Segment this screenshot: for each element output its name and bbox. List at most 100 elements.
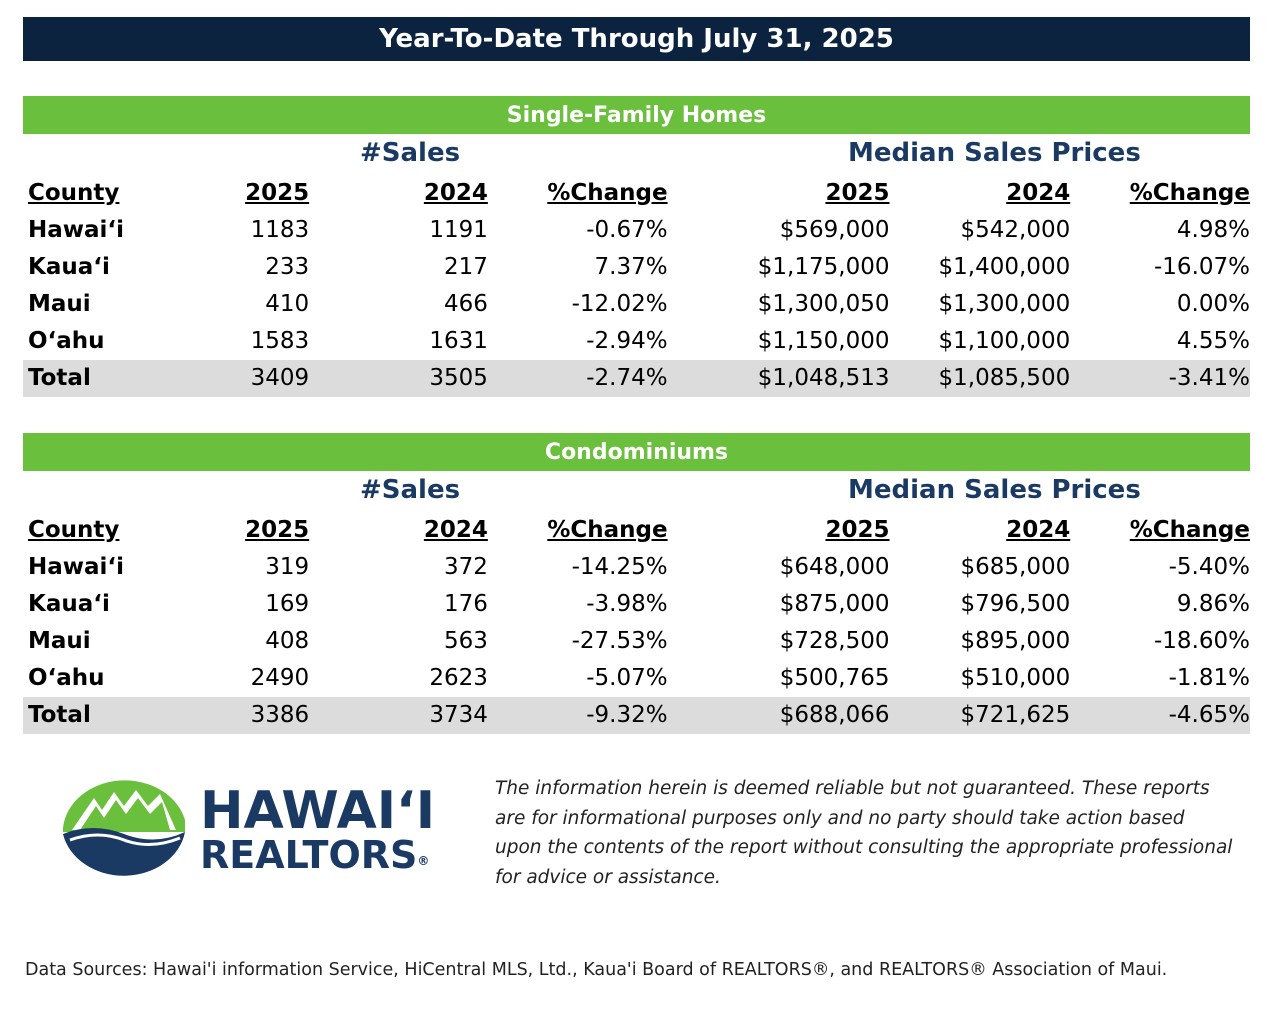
cell-value: 3386 xyxy=(208,697,310,734)
cell-value: -2.74% xyxy=(487,360,668,397)
cell-value: $569,000 xyxy=(779,217,890,243)
sales-group-label: #Sales xyxy=(360,138,461,168)
header-row: County 2025 2024 %Change 2025 2024 %Change xyxy=(23,511,1250,549)
row-label: Maui xyxy=(28,291,91,317)
cell-value: -9.32% xyxy=(487,697,668,734)
cell-value: 2024 xyxy=(1006,516,1071,543)
cell-value: -4.65% xyxy=(1070,697,1250,734)
cell-value: $1,048,513 xyxy=(667,360,890,397)
section-title: Condominiums xyxy=(23,433,1250,471)
row-label: Total xyxy=(23,697,209,734)
cell-value: -14.25% xyxy=(571,554,668,580)
page-title: Year-To-Date Through July 31, 2025 xyxy=(23,17,1250,61)
total-row: Total 3409 3505 -2.74% $1,048,513 $1,085,500-… xyxy=(23,360,1250,397)
section-title: Single-Family Homes xyxy=(23,96,1250,134)
table-row: Hawai‘i 319 372 -14.25% $648,000 $685,000 -5.4… xyxy=(23,549,1250,586)
cell-value: 2623 xyxy=(429,665,488,691)
logo-mark-icon xyxy=(63,780,185,876)
cell-value: $500,765 xyxy=(779,665,890,691)
cell-value: $1,300,050 xyxy=(757,291,890,317)
cell-value: -3.41% xyxy=(1070,360,1250,397)
cell-value: 319 xyxy=(265,554,310,580)
cell-value: 2024 xyxy=(423,179,488,206)
cell-value: 1191 xyxy=(429,217,488,243)
cell-value: -2.94% xyxy=(586,328,668,354)
row-label: Kaua‘i xyxy=(28,591,110,617)
cell-value: 7.37% xyxy=(594,254,668,280)
cell-value: 2025 xyxy=(825,179,890,206)
cell-value: 169 xyxy=(265,591,310,617)
cell-value: %Change xyxy=(547,516,668,543)
cell-value: -1.81% xyxy=(1168,665,1250,691)
cell-value: -5.07% xyxy=(586,665,668,691)
row-label: O‘ahu xyxy=(28,665,105,691)
prices-group-label: Median Sales Prices xyxy=(848,475,1141,505)
condominiums-section: Condominiums #Sales Median Sales Prices … xyxy=(23,433,1250,734)
logo-line2: REALTORS® xyxy=(200,833,430,877)
cell-value: 3505 xyxy=(309,360,488,397)
cell-value: 372 xyxy=(443,554,488,580)
cell-value: -0.67% xyxy=(586,217,668,243)
disclaimer-text: The information herein is deemed reliabl… xyxy=(495,778,1233,888)
cell-value: 563 xyxy=(443,628,488,654)
total-row: Total 3386 3734 -9.32% $688,066 $721,625 -4.65… xyxy=(23,697,1250,734)
row-label: Hawai‘i xyxy=(28,554,125,580)
cell-value: %Change xyxy=(1129,516,1250,543)
row-label: County xyxy=(28,179,120,206)
hawaii-realtors-logo xyxy=(63,780,185,876)
table-row: O‘ahu 2490 2623 -5.07% $500,765 $510,000 -1.81… xyxy=(23,660,1250,697)
cell-value: $796,500 xyxy=(960,591,1071,617)
cell-value: %Change xyxy=(1129,179,1250,206)
sales-group-label: #Sales xyxy=(360,475,461,505)
cell-value: -18.60% xyxy=(1154,628,1250,654)
sales-table: County 2025 2024 %Change 2025 2024 %Change Hawa… xyxy=(23,511,1250,734)
cell-value: 9.86% xyxy=(1176,591,1250,617)
table-row: Kaua‘i 233 217 7.37% $1,175,000 $1,400,000 -16… xyxy=(23,249,1250,286)
cell-value: 2024 xyxy=(423,516,488,543)
cell-value: -12.02% xyxy=(571,291,668,317)
cell-value: 410 xyxy=(265,291,310,317)
cell-value: $1,300,000 xyxy=(938,291,1071,317)
cell-value: 1183 xyxy=(250,217,310,243)
cell-value: 4.98% xyxy=(1176,217,1250,243)
cell-value: $510,000 xyxy=(960,665,1071,691)
table-row: Maui 410 466 -12.02% $1,300,050 $1,300,000 0.0… xyxy=(23,286,1250,323)
cell-value: 1583 xyxy=(250,328,310,354)
cell-value: $685,000 xyxy=(960,554,1071,580)
cell-value: 2024 xyxy=(1006,179,1071,206)
cell-value: 0.00% xyxy=(1176,291,1250,317)
cell-value: 2025 xyxy=(825,516,890,543)
cell-value: 2025 xyxy=(245,516,310,543)
cell-value: 217 xyxy=(443,254,488,280)
single-family-section: Single-Family Homes #Sales Median Sales … xyxy=(23,96,1250,397)
cell-value: $1,100,000 xyxy=(938,328,1071,354)
cell-value: 4.55% xyxy=(1176,328,1250,354)
row-label: Maui xyxy=(28,628,91,654)
cell-value: 233 xyxy=(265,254,310,280)
cell-value: -16.07% xyxy=(1154,254,1250,280)
row-label: Total xyxy=(23,360,209,397)
cell-value: $688,066 xyxy=(667,697,890,734)
logo-line1: HAWAI‘I xyxy=(200,781,436,841)
cell-value: $895,000 xyxy=(960,628,1071,654)
cell-value: 2025 xyxy=(245,179,310,206)
cell-value: -3.98% xyxy=(586,591,668,617)
cell-value: 466 xyxy=(443,291,488,317)
cell-value: $728,500 xyxy=(779,628,890,654)
table-row: Kaua‘i 169 176 -3.98% $875,000 $796,500 9.86% xyxy=(23,586,1250,623)
cell-value: 3409 xyxy=(208,360,310,397)
cell-value: -5.40% xyxy=(1168,554,1250,580)
cell-value: 2490 xyxy=(250,665,310,691)
row-label: O‘ahu xyxy=(28,328,105,354)
group-labels: #Sales Median Sales Prices xyxy=(23,134,1250,174)
table-row: Hawai‘i 1183 1191 -0.67% $569,000 $542,000 4.9… xyxy=(23,212,1250,249)
cell-value: $1,400,000 xyxy=(938,254,1071,280)
cell-value: -27.53% xyxy=(571,628,668,654)
cell-value: $721,625 xyxy=(889,697,1071,734)
sales-table: County 2025 2024 %Change 2025 2024 %Change Hawa… xyxy=(23,174,1250,397)
cell-value: 3734 xyxy=(309,697,488,734)
cell-value: $542,000 xyxy=(960,217,1071,243)
cell-value: $1,150,000 xyxy=(757,328,890,354)
prices-group-label: Median Sales Prices xyxy=(848,138,1141,168)
row-label: Kaua‘i xyxy=(28,254,110,280)
